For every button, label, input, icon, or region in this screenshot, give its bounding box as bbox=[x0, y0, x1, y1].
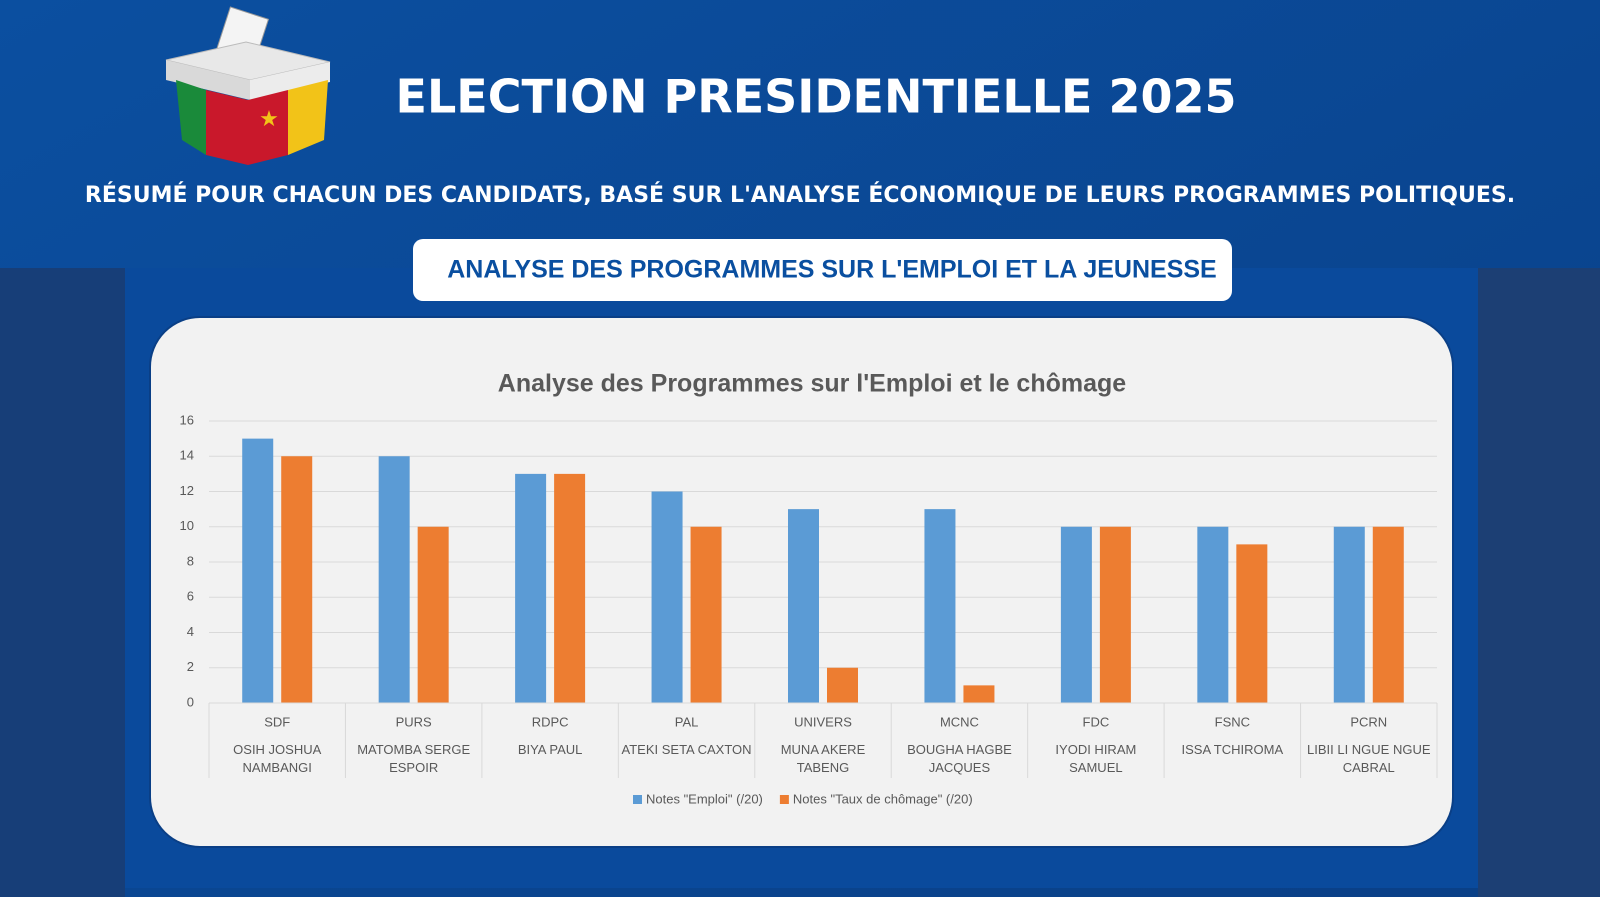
candidate-label-box: MUNA AKERE TABENG bbox=[780, 742, 866, 775]
bar bbox=[378, 456, 410, 703]
candidate-label-box: OSIH JOSHUA NAMBANGI bbox=[233, 742, 322, 775]
x-tick-label: UNIVERS bbox=[794, 714, 852, 729]
svg-text:★: ★ bbox=[259, 106, 279, 131]
bar bbox=[1099, 526, 1131, 703]
x-tick-label: PCRN bbox=[1350, 714, 1387, 729]
side-panel bbox=[0, 268, 125, 897]
subtitle: RÉSUMÉ POUR CHACUN DES CANDIDATS, BASÉ S… bbox=[85, 182, 1515, 208]
candidate-label: MATOMBA SERGE ESPOIR bbox=[357, 742, 471, 775]
y-tick-label: 12 bbox=[180, 483, 194, 498]
bar bbox=[554, 473, 586, 703]
legend-label: Notes "Taux de chômage" (/20) bbox=[793, 791, 973, 806]
y-tick-label: 10 bbox=[180, 518, 194, 533]
candidate-label: OSIH JOSHUA NAMBANGI bbox=[233, 742, 322, 775]
bar bbox=[651, 491, 683, 703]
chart-title: Analyse des Programmes sur l'Emploi et l… bbox=[498, 370, 1126, 398]
legend-swatch bbox=[779, 795, 789, 804]
plot: 0 2 4 6 8 10 12 14 16 SDF OSIH JOSHUA NAMBANGI PURS… bbox=[180, 412, 1438, 806]
candidate-label-box: ISSA TCHIROMA bbox=[1181, 742, 1284, 757]
candidate-label: BOUGHA HAGBE JACQUES bbox=[907, 742, 1012, 775]
legend-label: Notes "Emploi" (/20) bbox=[646, 791, 763, 806]
y-tick-label: 0 bbox=[187, 694, 194, 709]
candidate-label-box: MATOMBA SERGE ESPOIR bbox=[357, 742, 471, 775]
x-tick-label: PAL bbox=[675, 714, 699, 729]
y-tick-label: 4 bbox=[187, 624, 194, 639]
candidate-label: ISSA TCHIROMA bbox=[1181, 742, 1284, 757]
bar bbox=[924, 509, 956, 703]
section-box bbox=[413, 239, 1232, 301]
legend-swatch bbox=[633, 795, 642, 804]
section-title: ANALYSE DES PROGRAMMES SUR L'EMPLOI ET L… bbox=[447, 256, 1216, 284]
bar bbox=[1060, 526, 1092, 703]
bar bbox=[1372, 526, 1404, 703]
bar bbox=[515, 473, 547, 703]
candidate-label-box: LIBII LI NGUE NGUE CABRAL bbox=[1306, 742, 1431, 775]
bar bbox=[281, 456, 313, 703]
bar bbox=[963, 685, 995, 703]
bar bbox=[1197, 526, 1229, 703]
bar bbox=[1236, 544, 1268, 703]
x-tick-label: SDF bbox=[264, 714, 290, 729]
bar bbox=[1333, 526, 1365, 703]
candidate-label-box: ATEKI SETA CAXTON bbox=[621, 742, 752, 757]
candidate-label: IYODI HIRAM SAMUEL bbox=[1055, 742, 1137, 775]
candidate-label-box: BIYA PAUL bbox=[517, 742, 583, 757]
candidate-label: MUNA AKERE TABENG bbox=[780, 742, 866, 775]
side-panel bbox=[1478, 268, 1600, 897]
y-tick-label: 6 bbox=[187, 589, 194, 604]
bar bbox=[242, 438, 274, 703]
x-tick-label: FDC bbox=[1083, 714, 1110, 729]
candidate-label: BIYA PAUL bbox=[517, 742, 583, 757]
x-tick-label: PURS bbox=[396, 714, 432, 729]
bar bbox=[788, 509, 819, 703]
bar bbox=[690, 526, 722, 703]
y-tick-label: 14 bbox=[180, 448, 194, 463]
x-tick-label: MCNC bbox=[940, 714, 979, 729]
candidate-label: ATEKI SETA CAXTON bbox=[621, 742, 752, 757]
candidate-label: LIBII LI NGUE NGUE CABRAL bbox=[1306, 742, 1431, 775]
title: ELECTION PRESIDENTIELLE 2025 bbox=[396, 70, 1237, 124]
y-tick-label: 16 bbox=[180, 412, 194, 427]
y-tick-label: 8 bbox=[187, 553, 194, 568]
bar bbox=[417, 526, 449, 703]
x-tick-label: RDPC bbox=[532, 714, 569, 729]
bar bbox=[827, 667, 858, 703]
candidate-label-box: BOUGHA HAGBE JACQUES bbox=[907, 742, 1012, 775]
candidate-label-box: IYODI HIRAM SAMUEL bbox=[1055, 742, 1137, 775]
ballot-box-icon: ★ bbox=[165, 6, 331, 165]
y-tick-label: 2 bbox=[187, 659, 194, 674]
x-tick-label: FSNC bbox=[1215, 714, 1250, 729]
